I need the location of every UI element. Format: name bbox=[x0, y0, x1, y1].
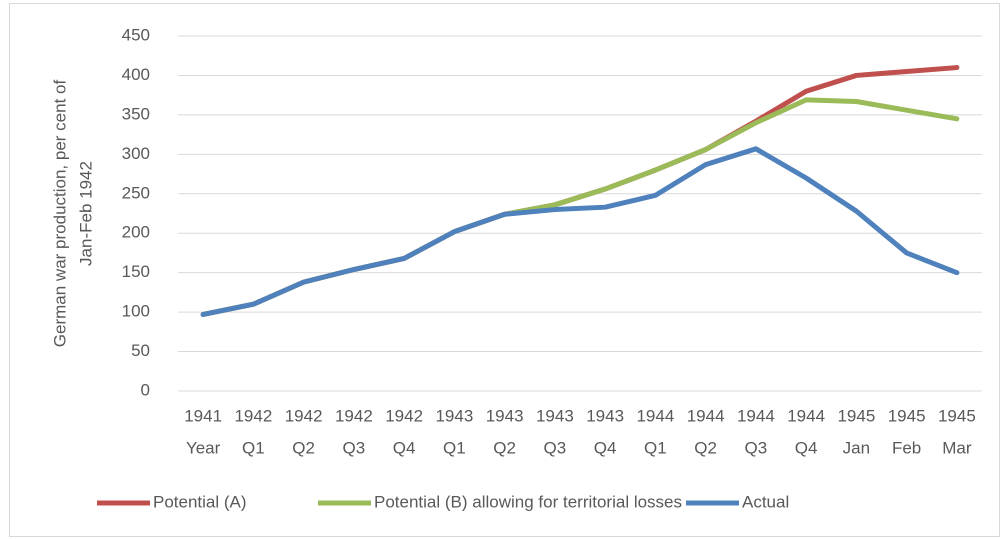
x-tick-label: Q3 bbox=[343, 438, 366, 457]
x-tick-label: 1941 bbox=[184, 406, 222, 425]
y-tick-label: 300 bbox=[122, 144, 150, 163]
x-tick-label: Q1 bbox=[443, 438, 466, 457]
x-tick-label: Q1 bbox=[242, 438, 265, 457]
x-tick-label: Q2 bbox=[493, 438, 516, 457]
y-tick-label: 200 bbox=[122, 223, 150, 242]
y-tick-label: 350 bbox=[122, 104, 150, 123]
legend-label: Potential (A) bbox=[153, 492, 247, 511]
x-tick-label: Year bbox=[186, 438, 221, 457]
x-tick-label: Mar bbox=[942, 438, 972, 457]
x-tick-label: Feb bbox=[892, 438, 921, 457]
x-tick-label: Q3 bbox=[544, 438, 567, 457]
y-axis-label: Jan-Feb 1942 bbox=[76, 161, 95, 266]
x-tick-label: 1944 bbox=[787, 406, 825, 425]
x-tick-label: 1945 bbox=[938, 406, 976, 425]
x-tick-label: 1943 bbox=[536, 406, 574, 425]
x-tick-label: Q3 bbox=[745, 438, 768, 457]
x-tick-label: Q2 bbox=[694, 438, 717, 457]
y-tick-label: 150 bbox=[122, 262, 150, 281]
x-tick-label: Jan bbox=[843, 438, 870, 457]
x-tick-label: 1943 bbox=[486, 406, 524, 425]
x-tick-label: 1945 bbox=[837, 406, 875, 425]
legend-label: Potential (B) allowing for territorial l… bbox=[374, 492, 682, 511]
x-tick-label: Q4 bbox=[594, 438, 617, 457]
y-tick-label: 100 bbox=[122, 302, 150, 321]
y-tick-label: 450 bbox=[122, 25, 150, 44]
y-axis-label: German war production, per cent of bbox=[50, 80, 69, 348]
chart-border bbox=[9, 3, 1000, 537]
x-tick-label: Q1 bbox=[644, 438, 667, 457]
x-tick-label: 1943 bbox=[435, 406, 473, 425]
y-tick-label: 400 bbox=[122, 65, 150, 84]
x-tick-label: 1942 bbox=[335, 406, 373, 425]
x-tick-label: Q4 bbox=[393, 438, 416, 457]
x-tick-label: 1945 bbox=[888, 406, 926, 425]
x-tick-label: 1942 bbox=[285, 406, 323, 425]
x-tick-label: 1943 bbox=[586, 406, 624, 425]
y-tick-label: 0 bbox=[141, 380, 150, 399]
legend-label: Actual bbox=[742, 492, 789, 511]
series-line bbox=[200, 146, 960, 317]
x-tick-label: 1942 bbox=[234, 406, 272, 425]
x-tick-label: Q4 bbox=[795, 438, 818, 457]
x-tick-label: 1944 bbox=[636, 406, 674, 425]
x-tick-label: 1942 bbox=[385, 406, 423, 425]
y-tick-label: 50 bbox=[131, 341, 150, 360]
y-tick-label: 250 bbox=[122, 183, 150, 202]
x-tick-label: 1944 bbox=[737, 406, 775, 425]
x-tick-label: 1944 bbox=[687, 406, 725, 425]
x-tick-label: Q2 bbox=[292, 438, 315, 457]
